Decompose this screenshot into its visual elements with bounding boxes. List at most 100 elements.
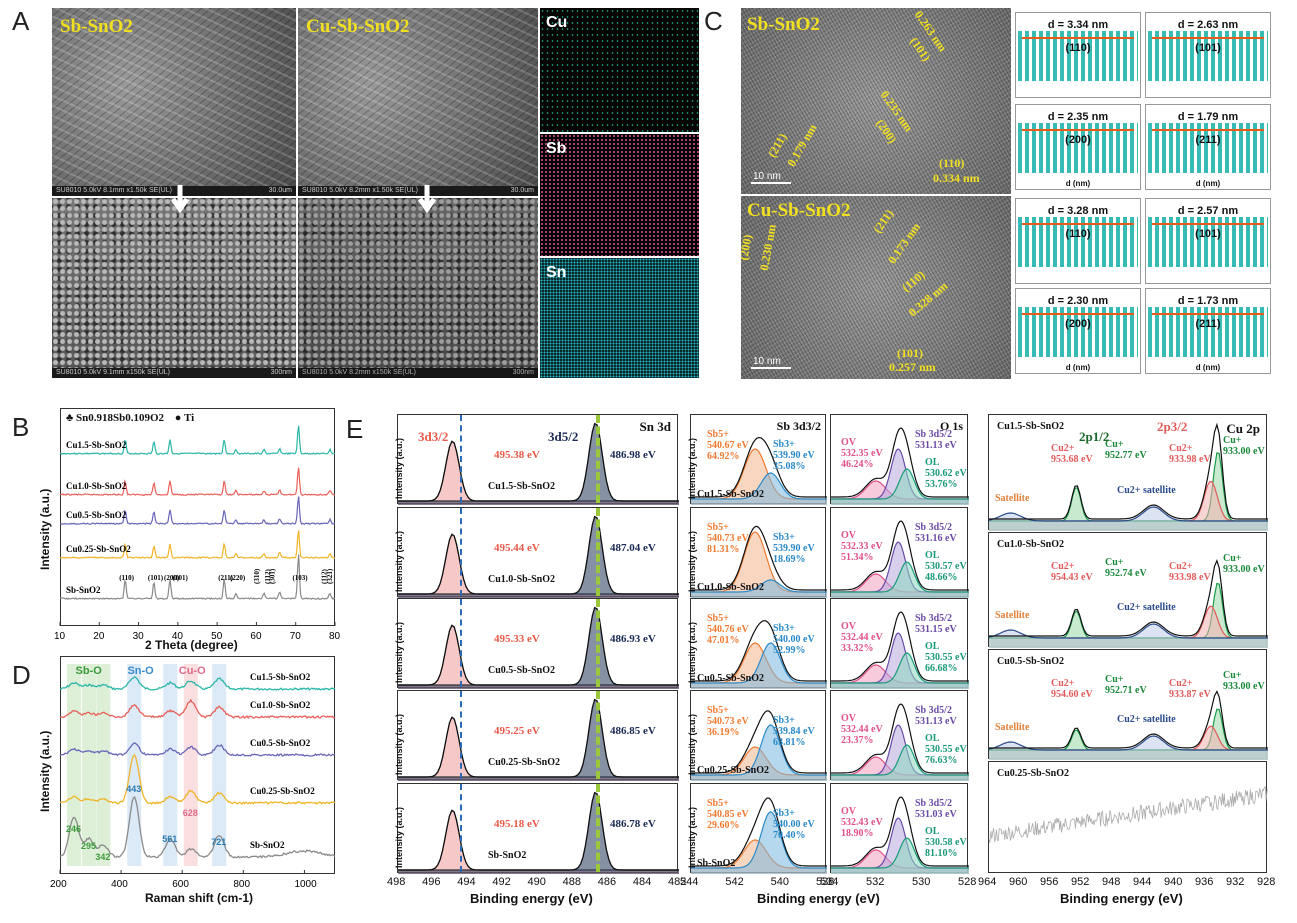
profile-axis-label: d (nm)	[1065, 363, 1091, 372]
sbd52-label: Sb 3d5/2 531.03 eV	[915, 798, 957, 820]
xps-curves	[831, 611, 969, 689]
o-envelope	[831, 520, 969, 591]
xps-curves	[398, 422, 679, 505]
eds-map-sb: Sb	[540, 134, 699, 256]
eds-label-sb: Sb	[546, 140, 567, 157]
xps-curves	[831, 520, 969, 598]
lattice-label: (110)	[899, 267, 928, 295]
cu-tick-label: 936	[1195, 876, 1214, 888]
sb5-label: Sb5+ 540.85 eV 29.60%	[707, 798, 749, 831]
sn-ylabel: Intensity (a.u.)	[394, 713, 404, 775]
sn-tick-label: 492	[492, 876, 511, 888]
ol-peak-fill	[831, 745, 969, 781]
sn-3d52-label: 3d5/2	[548, 429, 579, 444]
cu-sample-label: Cu0.25-Sb-SnO2	[997, 768, 1069, 779]
profile-bars	[1148, 307, 1268, 357]
sb5-peak-fill	[691, 449, 827, 505]
xps-curves	[398, 698, 679, 781]
sn-3d32-energy: 495.44 eV	[494, 542, 540, 554]
sn-3d32-peak-fill	[398, 810, 679, 874]
sem-footer: SU8010 5.0kV 9.1mm x150k SE(UL) 300nm	[52, 368, 296, 378]
raman-tick-label: 400	[111, 879, 128, 890]
lattice-profile-plot: d = 2.30 nm (200) d (nm)	[1015, 288, 1141, 374]
ol-label: OL 530.55 eV 76.63%	[925, 733, 967, 766]
xrd-peak-label: (220)	[230, 574, 246, 582]
raman-xlabel: Raman shift (cm-1)	[145, 891, 254, 905]
sn-3d32-peak-fill	[398, 441, 679, 505]
cu-tick-label: 960	[1009, 876, 1028, 888]
xps-curves	[691, 797, 827, 874]
lattice-label: (200)	[741, 233, 755, 262]
xps-o1s-plot: OV 532.44 eV 33.32% Sb 3d5/2 531.15 eV OL 530.…	[830, 598, 969, 689]
raman-series-label: Cu0.25-Sb-SnO2	[250, 786, 315, 796]
sn-3d52-energy: 487.04 eV	[610, 542, 656, 554]
xps-cu2p-plot: Cu1.0-Sb-SnO2 Cu2+ 954.43 eV Cu+ 952.74 eV Cu…	[988, 532, 1268, 648]
raman-peak-label: 628	[183, 808, 198, 818]
sb3-peak	[691, 642, 827, 684]
sn-3d52-energy: 486.93 eV	[610, 633, 656, 645]
raman-series-label: Cu1.5-Sb-SnO2	[250, 672, 311, 682]
xrd-series-line	[60, 554, 336, 601]
sb-sample-label: Cu0.5-Sb-SnO2	[697, 673, 764, 684]
profile-bars	[1148, 217, 1268, 267]
sn-3d52-energy: 486.85 eV	[610, 725, 656, 737]
sem-image-cu-sb-sno2-low: Cu-Sb-SnO2 SU8010 5.0kV 8.2mm x1.50k SE(…	[298, 8, 538, 196]
club-icon: ♣	[66, 412, 76, 424]
cu2-p12-label: Cu2+ 953.68 eV	[1051, 443, 1093, 465]
raman-peak-label: 443	[126, 784, 141, 794]
xps-curves	[831, 796, 969, 874]
p32-label: 2p3/2	[1157, 419, 1188, 434]
panel-label-d: D	[12, 660, 31, 690]
profile-hkl: (211)	[1195, 318, 1221, 330]
raman-peak-label: 295	[81, 841, 96, 851]
lattice-label: 0.179 nm	[784, 121, 820, 169]
lattice-label: 0.257 nm	[889, 360, 936, 374]
xrd-series-label: Cu0.25-Sb-SnO2	[66, 544, 131, 554]
ov-label: OV 532.33 eV 51.34%	[841, 530, 883, 563]
satellite-label: Satellite	[995, 493, 1030, 504]
xps-curves	[831, 703, 969, 781]
sem-scale: 30.0um	[510, 187, 534, 194]
ol-peak	[831, 837, 969, 869]
dot-icon: ●	[174, 412, 184, 424]
cu-sample-label: Cu1.0-Sb-SnO2	[997, 539, 1064, 550]
cu-envelope	[989, 690, 1268, 749]
raman-band-label: Sb-O	[76, 665, 103, 677]
o-envelope	[831, 703, 969, 774]
sn-sample-label: Cu1.5-Sb-SnO2	[488, 481, 555, 492]
lattice-label: (211)	[870, 206, 897, 236]
sb3-peak	[691, 724, 827, 776]
sbd52-label: Sb 3d5/2 531.13 eV	[915, 429, 957, 451]
sn-tick-label: 488	[562, 876, 581, 888]
ol-label: OL 530.58 eV 81.10%	[925, 826, 967, 859]
sb-ylabel: Intensity (a.u.)	[687, 713, 697, 775]
ol-peak-fill	[831, 562, 969, 598]
xrd-peak-label: (310)	[253, 568, 261, 584]
xrd-peak-label: (301)	[269, 568, 277, 584]
cu2-p32-label: Cu2+ 933.98 eV	[1169, 443, 1211, 465]
cu-noise-line	[988, 785, 1269, 843]
xrd-series-label: Cu0.5-Sb-SnO2	[66, 510, 127, 520]
cu-tick-label: 944	[1133, 876, 1152, 888]
sem-footer-text: SU8010 5.0kV 8.1mm x1.50k SE(UL)	[56, 187, 172, 194]
raman-band-highlight	[82, 664, 97, 866]
sem-footer: SU8010 5.0kV 8.2mm x150k SE(UL) 300nm	[298, 368, 538, 378]
sn-3d52-guide	[596, 508, 600, 596]
raman-band-highlight	[183, 664, 198, 866]
cu-sample-label: Cu0.5-Sb-SnO2	[997, 656, 1064, 667]
profile-bars	[1018, 31, 1138, 81]
raman-peak-label: 342	[95, 852, 110, 862]
xrd-peak-label: (103)	[292, 574, 308, 582]
raman-band-label: Sn-O	[127, 665, 154, 677]
profile-marker-line	[1022, 129, 1134, 131]
cu-satellite-fill	[989, 736, 1268, 760]
xrd-peak-label: (112)	[264, 569, 272, 584]
cu1-p32-label: Cu+ 933.00 eV	[1223, 553, 1265, 575]
sb3-peak-fill	[691, 643, 827, 689]
sb5-peak-fill	[691, 532, 827, 598]
panel-label-c: C	[704, 6, 723, 36]
ol-label: OL 530.57 eV 48.66%	[925, 550, 967, 583]
raman-peak-label: 246	[66, 824, 81, 834]
hrtem-title-sb-sno2: Sb-SnO2	[747, 14, 820, 35]
xps-sb3d-plot: Sb5+ 540.73 eV 81.31% Sb3+ 539.90 eV 18.69% Cu…	[687, 507, 827, 598]
